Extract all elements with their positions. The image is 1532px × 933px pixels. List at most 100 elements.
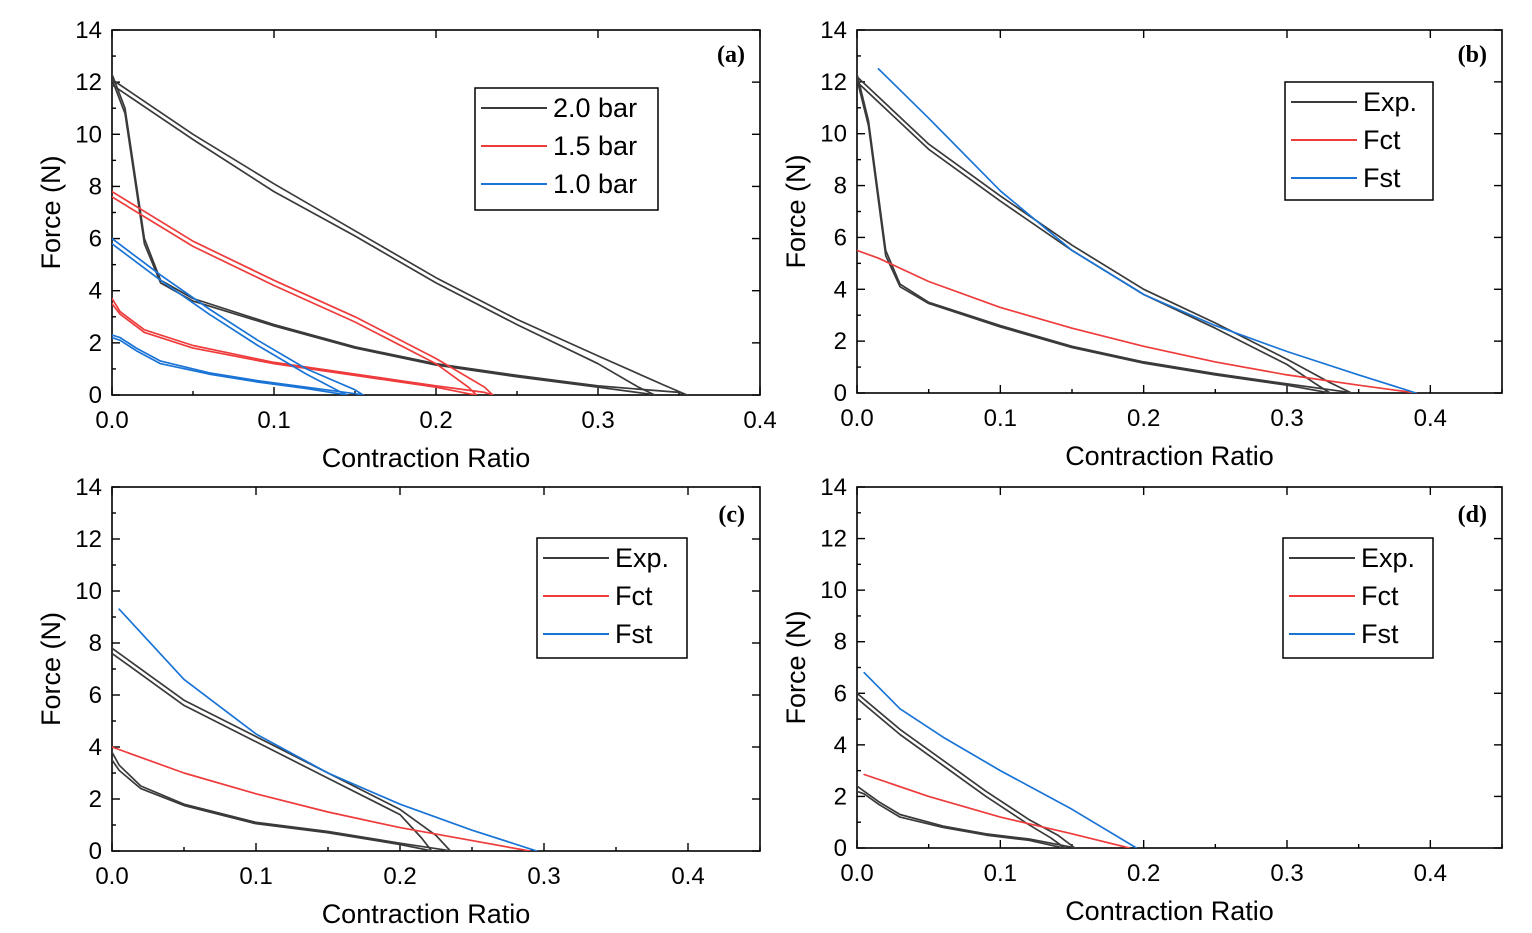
x-tick-label: 0.4 xyxy=(743,407,776,434)
series-line-1-0-bar xyxy=(112,237,364,395)
panel-b: 0 2 4 6 8 10 12 14 0.0 0.1 0.2 0.3 0.4 Contraction Ra… xyxy=(781,17,1503,471)
y-tick-label: 8 xyxy=(89,630,102,657)
series-line-fct xyxy=(857,249,1417,393)
legend-label: Fst xyxy=(1363,163,1401,193)
y-tick-label: 2 xyxy=(89,786,102,813)
x-tick-label: 0.2 xyxy=(383,863,416,890)
x-tick-label: 0.3 xyxy=(527,863,560,890)
x-tick-label: 0.0 xyxy=(95,863,128,890)
series-line-exp- xyxy=(112,647,452,851)
y-axis-title: Force (N) xyxy=(36,612,66,726)
y-tick-label: 12 xyxy=(75,526,102,553)
y-tick-label: 14 xyxy=(820,17,847,44)
x-axis-title: Contraction Ratio xyxy=(1065,896,1274,926)
legend-label: Exp. xyxy=(1363,87,1417,117)
series-group xyxy=(857,68,1417,393)
x-tick-label: 0.2 xyxy=(1127,405,1160,432)
x-axis-title: Contraction Ratio xyxy=(322,899,531,929)
series-line-1-0-bar xyxy=(112,242,348,395)
legend-label: 1.5 bar xyxy=(553,131,637,161)
series-line-fct xyxy=(112,746,531,851)
y-tick-label: 2 xyxy=(89,330,102,357)
panel-c: 0 2 4 6 8 10 12 14 0.0 0.1 0.2 0.3 0.4 Contraction Ra… xyxy=(36,474,761,929)
y-tick-label: 0 xyxy=(834,835,847,862)
y-tick-label: 12 xyxy=(75,69,102,96)
series-line-exp- xyxy=(857,692,1076,848)
y-tick-label: 4 xyxy=(834,732,847,759)
y-tick-label: 0 xyxy=(89,838,102,865)
y-tick-label: 0 xyxy=(834,380,847,407)
x-tick-label: 0.2 xyxy=(1127,860,1160,887)
y-tick-label: 6 xyxy=(834,680,847,707)
legend-label: Fst xyxy=(1361,619,1399,649)
legend-label: Fst xyxy=(615,619,653,649)
y-tick-label: 4 xyxy=(89,278,102,305)
y-tick-label: 6 xyxy=(89,682,102,709)
legend-label: Exp. xyxy=(1361,543,1415,573)
x-tick-label: 0.4 xyxy=(1414,405,1447,432)
x-tick-label: 0.1 xyxy=(984,860,1017,887)
y-tick-label: 10 xyxy=(75,121,102,148)
x-tick-label: 0.0 xyxy=(840,860,873,887)
y-axis-title: Force (N) xyxy=(781,155,811,269)
x-tick-label: 0.0 xyxy=(95,407,128,434)
series-line-fct xyxy=(863,773,1131,848)
y-tick-label: 8 xyxy=(89,173,102,200)
y-tick-label: 2 xyxy=(834,328,847,355)
y-axis-title: Force (N) xyxy=(781,611,811,725)
x-tick-label: 0.4 xyxy=(1414,860,1447,887)
y-tick-label: 6 xyxy=(89,226,102,253)
x-tick-label: 0.2 xyxy=(419,407,452,434)
series-line-exp- xyxy=(857,697,1066,848)
series-group xyxy=(857,671,1138,848)
y-tick-label: 4 xyxy=(89,734,102,761)
legend-label: 1.0 bar xyxy=(553,169,637,199)
legend-label: Fct xyxy=(615,581,653,611)
y-tick-label: 2 xyxy=(834,783,847,810)
y-tick-label: 12 xyxy=(820,526,847,553)
legend-label: Fct xyxy=(1361,581,1399,611)
panel-d: 0 2 4 6 8 10 12 14 0.0 0.1 0.2 0.3 0.4 Contraction Ra… xyxy=(781,474,1503,926)
y-tick-label: 4 xyxy=(834,276,847,303)
panel-label: (c) xyxy=(718,502,745,528)
panel-label: (b) xyxy=(1458,42,1487,68)
series-group xyxy=(112,73,688,395)
series-line-2-0-bar xyxy=(112,78,656,395)
series-line-1-5-bar xyxy=(112,196,478,395)
y-tick-label: 8 xyxy=(834,173,847,200)
y-tick-label: 14 xyxy=(75,474,102,501)
x-tick-label: 0.3 xyxy=(1270,860,1303,887)
series-line-fst xyxy=(877,68,1417,393)
series-line-fst xyxy=(118,608,538,851)
y-tick-label: 10 xyxy=(75,578,102,605)
plot-frame xyxy=(111,29,761,396)
x-tick-label: 0.1 xyxy=(984,405,1017,432)
y-tick-label: 0 xyxy=(89,382,102,409)
x-tick-label: 0.1 xyxy=(239,863,272,890)
panel-label: (d) xyxy=(1458,502,1487,528)
x-tick-label: 0.3 xyxy=(1270,405,1303,432)
series-line-exp- xyxy=(857,73,1353,393)
x-axis-title: Contraction Ratio xyxy=(1065,441,1274,471)
y-axis-title: Force (N) xyxy=(36,156,66,270)
x-tick-label: 0.1 xyxy=(257,407,290,434)
legend-label: 2.0 bar xyxy=(553,93,637,123)
y-tick-label: 6 xyxy=(834,224,847,251)
series-group xyxy=(112,608,538,851)
x-axis-title: Contraction Ratio xyxy=(322,443,531,473)
x-tick-label: 0.0 xyxy=(840,405,873,432)
panel-label: (a) xyxy=(717,42,745,68)
series-line-exp- xyxy=(112,652,433,851)
x-tick-label: 0.4 xyxy=(671,863,704,890)
y-tick-label: 10 xyxy=(820,121,847,148)
y-tick-label: 12 xyxy=(820,69,847,96)
y-tick-label: 8 xyxy=(834,629,847,656)
legend-label: Exp. xyxy=(615,543,669,573)
y-tick-label: 10 xyxy=(820,577,847,604)
x-tick-label: 0.3 xyxy=(581,407,614,434)
series-line-1-5-bar xyxy=(112,190,494,395)
panel-a: 0 2 4 6 8 10 12 14 0.0 0.1 0.2 0.3 0.4 Contraction Ra… xyxy=(36,17,777,473)
y-tick-label: 14 xyxy=(75,17,102,44)
y-tick-label: 14 xyxy=(820,474,847,501)
